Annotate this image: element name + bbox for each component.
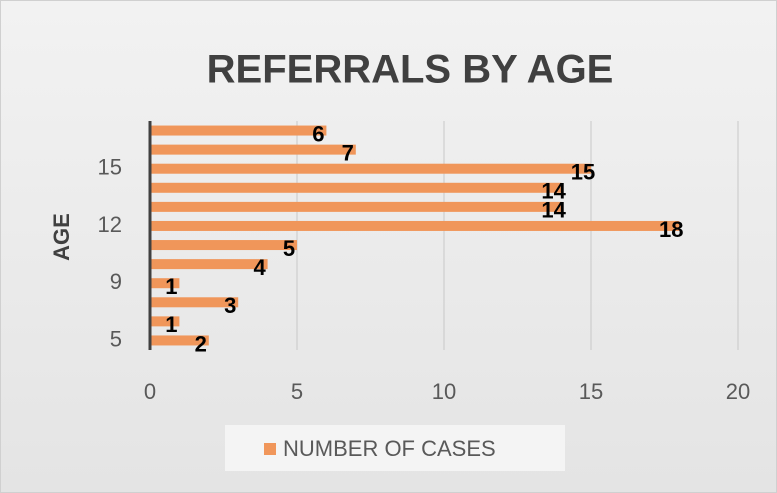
y-tick-label: 9 (110, 269, 122, 294)
data-label: 18 (659, 217, 683, 242)
bar (150, 125, 327, 136)
legend-label: NUMBER OF CASES (283, 436, 496, 461)
bar (150, 335, 209, 346)
bar (150, 240, 297, 251)
x-tick-label: 10 (432, 379, 456, 404)
y-tick-label: 12 (98, 212, 122, 237)
data-label: 4 (253, 255, 266, 280)
y-axis-label: AGE (49, 213, 74, 261)
x-tick-label: 20 (726, 379, 750, 404)
bar (150, 278, 180, 289)
x-tick-label: 15 (579, 379, 603, 404)
bar (150, 163, 591, 174)
data-label: 1 (165, 274, 177, 299)
data-label: 7 (342, 140, 354, 165)
y-tick-label: 15 (98, 155, 122, 180)
data-label: 6 (312, 121, 324, 146)
x-tick-label: 0 (144, 379, 156, 404)
data-label: 3 (224, 293, 236, 318)
data-label: 1 (165, 312, 177, 337)
data-label: 5 (283, 236, 295, 261)
data-label: 14 (541, 198, 566, 223)
bar (150, 297, 239, 308)
x-tick-label: 5 (291, 379, 303, 404)
data-label: 2 (195, 331, 207, 356)
bar (150, 316, 180, 327)
bar (150, 182, 562, 193)
data-label: 15 (571, 160, 595, 185)
data-label: 14 (541, 179, 566, 204)
bar (150, 201, 562, 212)
y-tick-label: 5 (110, 326, 122, 351)
bar (150, 144, 356, 155)
chart-title: REFERRALS BY AGE (207, 48, 614, 92)
legend-swatch (264, 443, 276, 455)
bar (150, 259, 268, 270)
bar (150, 220, 680, 231)
legend-box (225, 425, 565, 471)
